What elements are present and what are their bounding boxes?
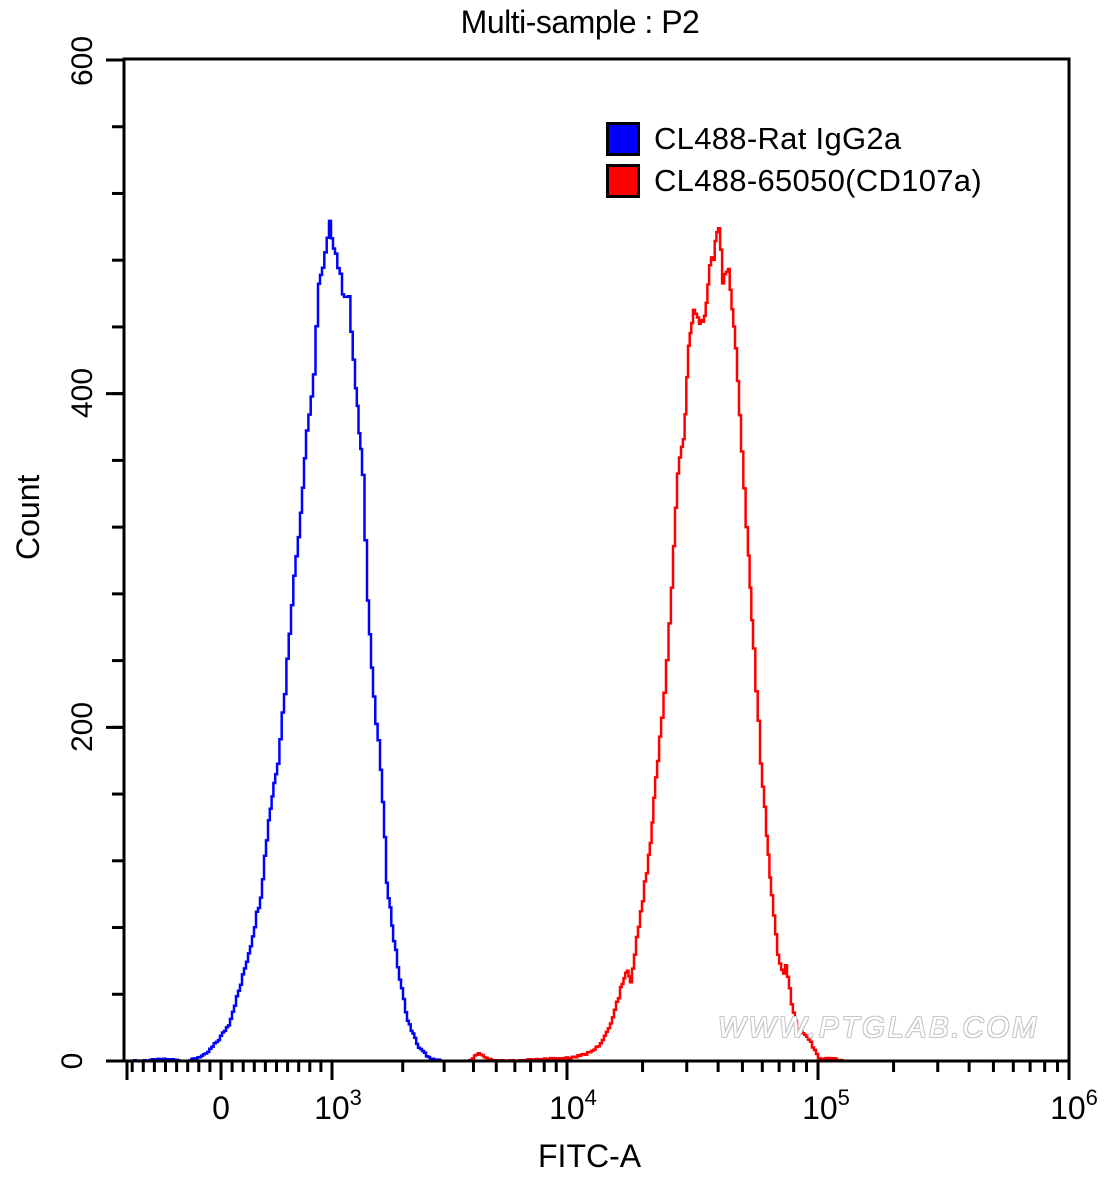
legend-label: CL488-65050(CD107a) [654, 163, 982, 198]
y-tick-label-400: 400 [66, 367, 99, 419]
x-tick-label-0: 0 [212, 1090, 230, 1126]
y-axis-label: Count [10, 474, 46, 560]
legend-swatch-red [606, 164, 640, 198]
y-tick-label-0: 0 [56, 1052, 89, 1070]
legend-label: CL488-Rat IgG2a [654, 121, 902, 156]
x-axis-label: FITC-A [538, 1138, 642, 1174]
y-tick-label-200: 200 [66, 701, 99, 753]
legend-item-isotype: CL488-Rat IgG2a [606, 118, 982, 160]
isotype-histogram-line [132, 219, 445, 1063]
legend: CL488-Rat IgG2a CL488-65050(CD107a) [606, 118, 982, 202]
legend-item-cd107a: CL488-65050(CD107a) [606, 160, 982, 202]
x-tick-label-1e5: 105 [802, 1085, 850, 1127]
plot-frame [122, 57, 1071, 1063]
legend-swatch-blue [606, 122, 640, 156]
cd107a-histogram-line [468, 226, 844, 1063]
x-tick-label-1e4: 104 [549, 1085, 597, 1127]
x-tick-label-1e6: 106 [1050, 1085, 1098, 1127]
axis-ticks [106, 58, 1071, 1080]
y-tick-label-600: 600 [66, 35, 99, 87]
chart-title: Multi-sample : P2 [460, 4, 700, 40]
x-tick-label-1e3: 103 [314, 1085, 362, 1127]
histogram-curves [132, 219, 844, 1063]
watermark: WWW.PTGLAB.COM [718, 1012, 1040, 1044]
